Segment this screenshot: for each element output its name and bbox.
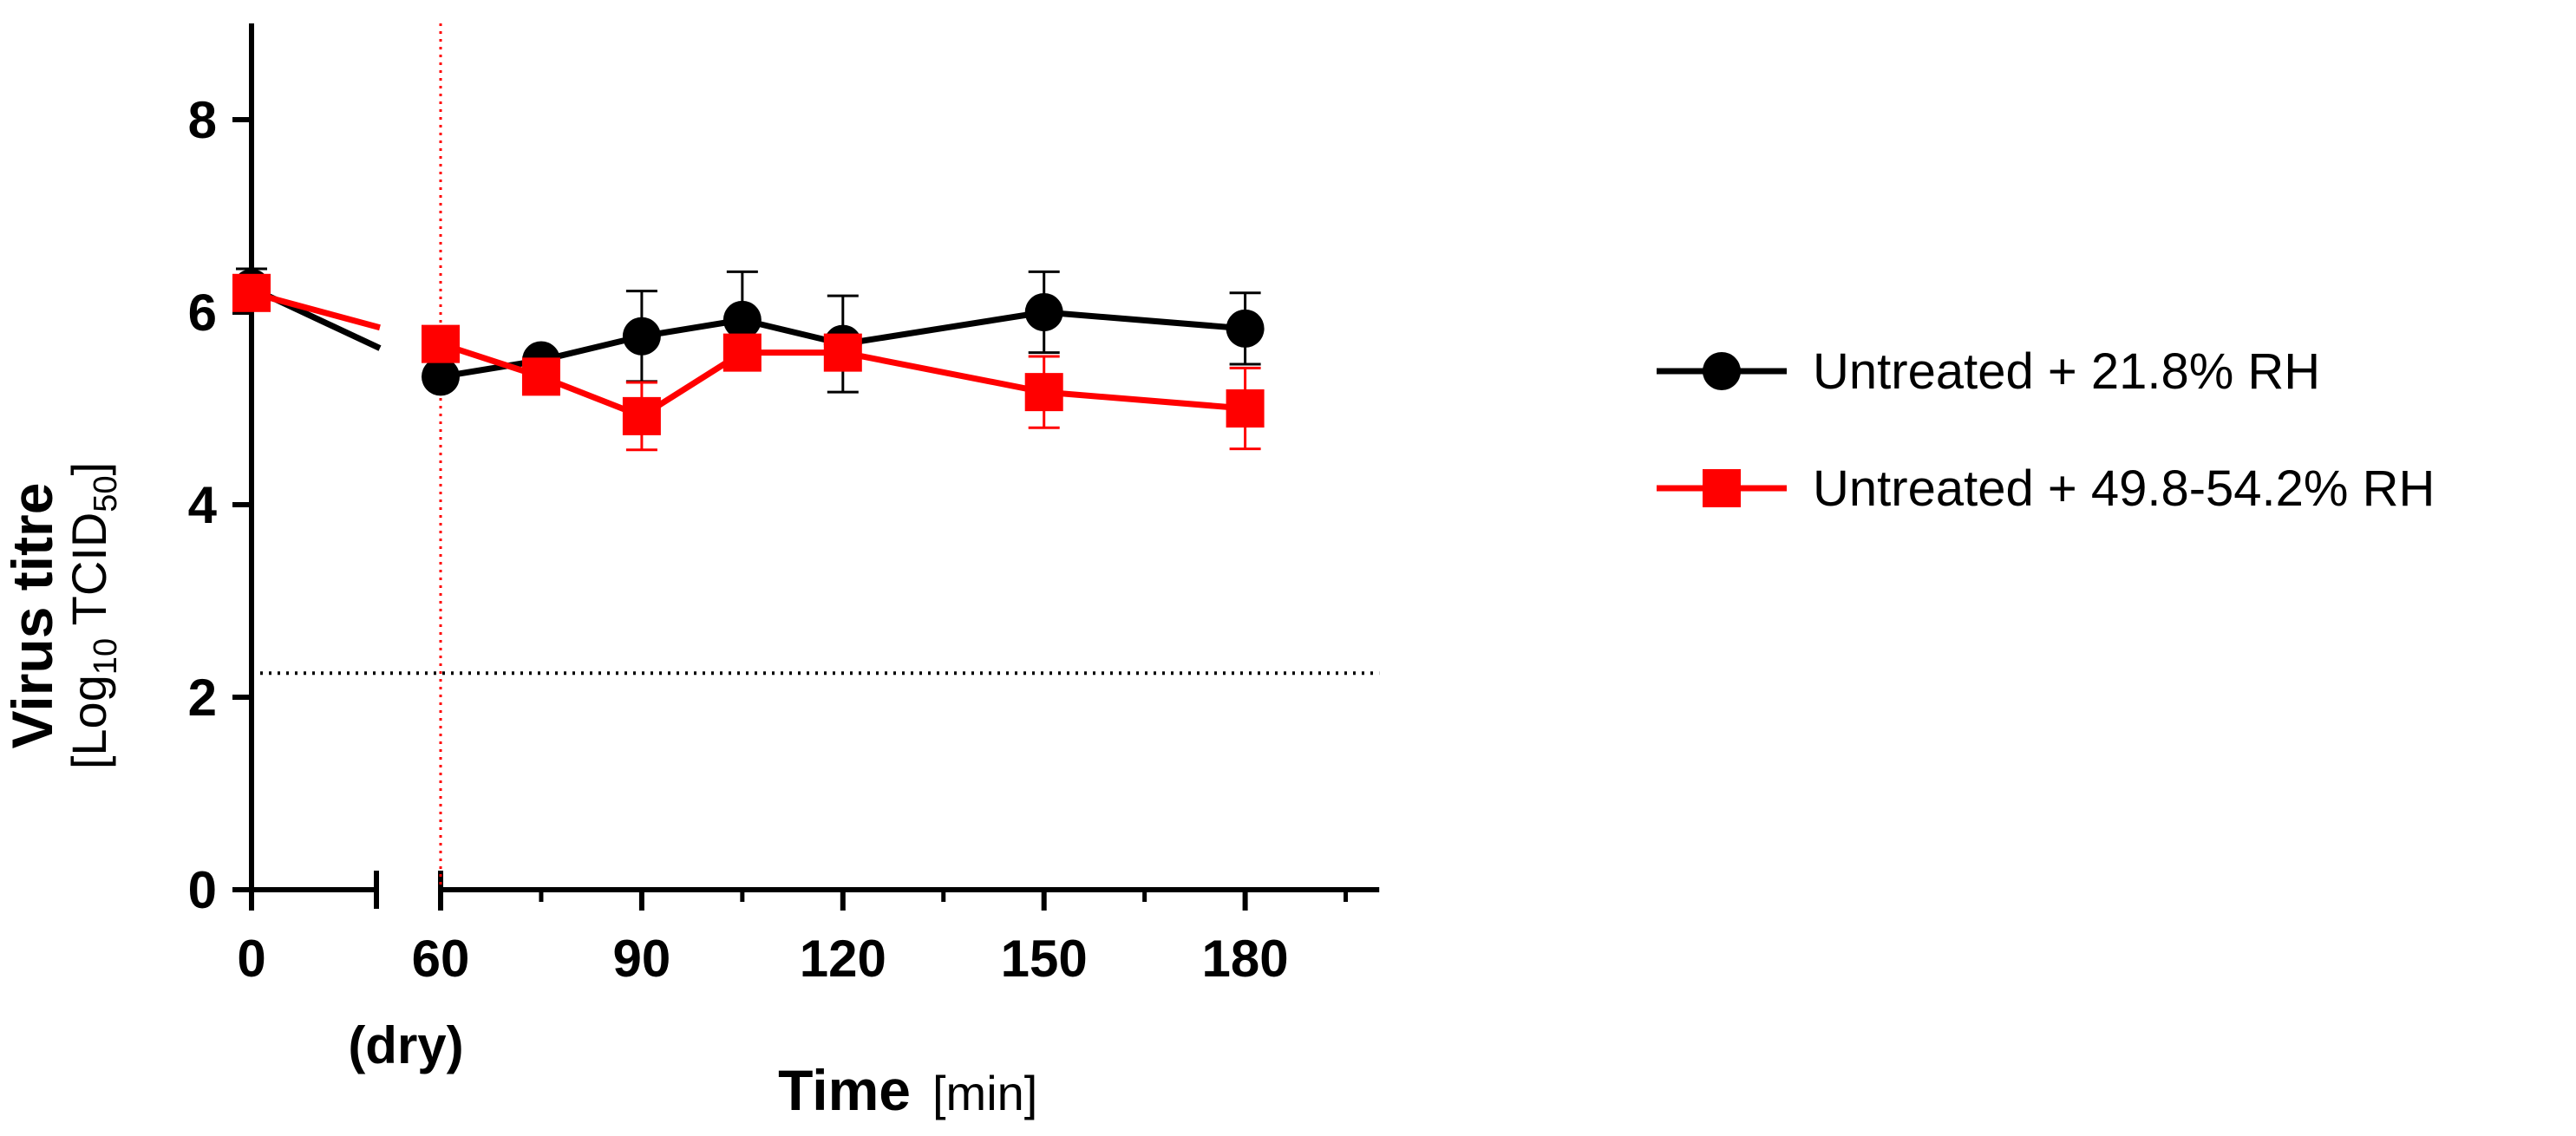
y-axis-unit-text: [Log10 TCID50] [62, 462, 124, 769]
data-point [1226, 309, 1265, 348]
reference-lines [252, 23, 1380, 890]
x-axis-title: Time [778, 1058, 911, 1122]
y-tick-label-4: 4 [188, 476, 218, 534]
x-tick-label-0: 0 [237, 930, 265, 988]
data-point [823, 333, 862, 372]
y-unit-sub2: 50 [88, 475, 124, 512]
x-tick-label-120: 120 [800, 930, 886, 988]
series-1 [232, 267, 1265, 396]
legend-item-series-2: Untreated + 49.8-54.2% RH [1657, 460, 2435, 517]
y-axis-label: Virus titre [0, 483, 64, 749]
data-point [622, 396, 661, 435]
y-unit-suffix: ] [62, 462, 116, 476]
y-unit-prefix: [Log [62, 675, 116, 769]
legend-label-series-1: Untreated + 21.8% RH [1813, 343, 2320, 400]
series-line-segment-1 [251, 290, 381, 331]
y-axis-title: Virus titre [0, 483, 64, 749]
y-unit-mid: TCID [62, 513, 116, 638]
legend-marker-series-2 [1703, 469, 1741, 507]
data-point [1024, 373, 1063, 412]
y-tick-label-6: 6 [188, 284, 217, 342]
series-2 [232, 273, 1265, 452]
y-tick-label-0: 0 [188, 861, 217, 919]
y-unit-sub1: 10 [88, 638, 124, 675]
legend-item-series-1: Untreated + 21.8% RH [1657, 343, 2320, 400]
data-point [1226, 389, 1265, 428]
x-tick-label-60: 60 [412, 930, 470, 988]
data-point [422, 324, 460, 363]
legend: Untreated + 21.8% RH Untreated + 49.8-54… [1657, 343, 2435, 517]
x-tick-label-90: 90 [613, 930, 671, 988]
data-point [521, 357, 560, 396]
data-point [422, 357, 460, 396]
y-tick-label-8: 8 [188, 91, 217, 149]
data-point [722, 300, 762, 339]
data-point [722, 333, 762, 372]
data-point [622, 317, 661, 356]
data-point [232, 273, 271, 312]
legend-marker-series-1 [1703, 352, 1741, 390]
x-axis-unit: [min] [932, 1066, 1037, 1120]
x-tick-label-180: 180 [1202, 930, 1289, 988]
series-layer [232, 267, 1265, 452]
axes: 0 2 4 6 8 0 60 90 120 150 180 (dry) [188, 23, 1380, 1074]
legend-label-series-2: Untreated + 49.8-54.2% RH [1813, 460, 2435, 517]
x-tick-label-150: 150 [1001, 930, 1088, 988]
y-axis-unit: [Log10 TCID50] [62, 462, 124, 769]
data-point [1024, 293, 1063, 331]
y-tick-label-2: 2 [188, 669, 217, 727]
x-tick-sublabel-dry: (dry) [348, 1016, 463, 1074]
